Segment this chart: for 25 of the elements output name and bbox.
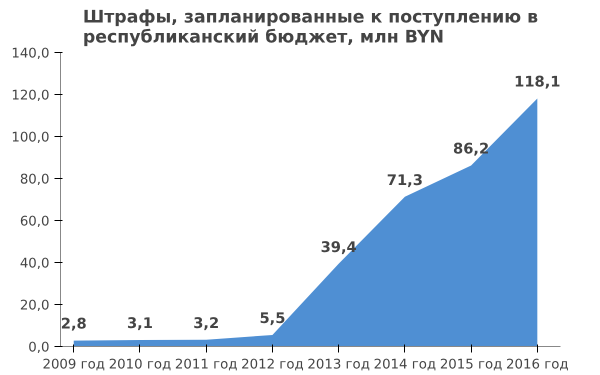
y-tick-label: 80,0 bbox=[20, 172, 50, 188]
y-tick-label: 100,0 bbox=[11, 130, 50, 146]
x-tick-label: 2013 год bbox=[307, 358, 370, 372]
x-tick-label: 2015 год bbox=[440, 358, 502, 372]
data-label: 39,4 bbox=[320, 238, 357, 256]
data-label: 3,2 bbox=[193, 314, 220, 332]
data-label: 71,3 bbox=[386, 172, 423, 189]
x-tick-label: 2014 год bbox=[374, 358, 436, 372]
x-tick-label: 2016 год bbox=[506, 358, 569, 372]
y-tick-label: 120,0 bbox=[11, 88, 50, 104]
y-tick-label: 60,0 bbox=[20, 214, 50, 230]
y-tick-label: 20,0 bbox=[20, 298, 50, 314]
data-label: 86,2 bbox=[453, 140, 490, 158]
data-label: 5,5 bbox=[259, 310, 286, 327]
x-tick-label: 2009 год bbox=[42, 358, 106, 372]
x-tick-label: 2012 год bbox=[241, 358, 304, 372]
data-label: 3,1 bbox=[126, 314, 153, 332]
data-label: 118,1 bbox=[514, 73, 560, 90]
y-tick-label: 0,0 bbox=[28, 340, 50, 356]
y-tick-label: 40,0 bbox=[20, 256, 50, 272]
x-tick-label: 2011 год bbox=[174, 358, 238, 372]
x-tick-label: 2010 год bbox=[108, 358, 172, 372]
y-tick-label: 140,0 bbox=[11, 46, 50, 62]
chart-title: Штрафы, запланированные к поступлению в республиканский бюджет, млн BYN bbox=[82, 8, 538, 48]
data-label: 2,8 bbox=[60, 316, 87, 333]
